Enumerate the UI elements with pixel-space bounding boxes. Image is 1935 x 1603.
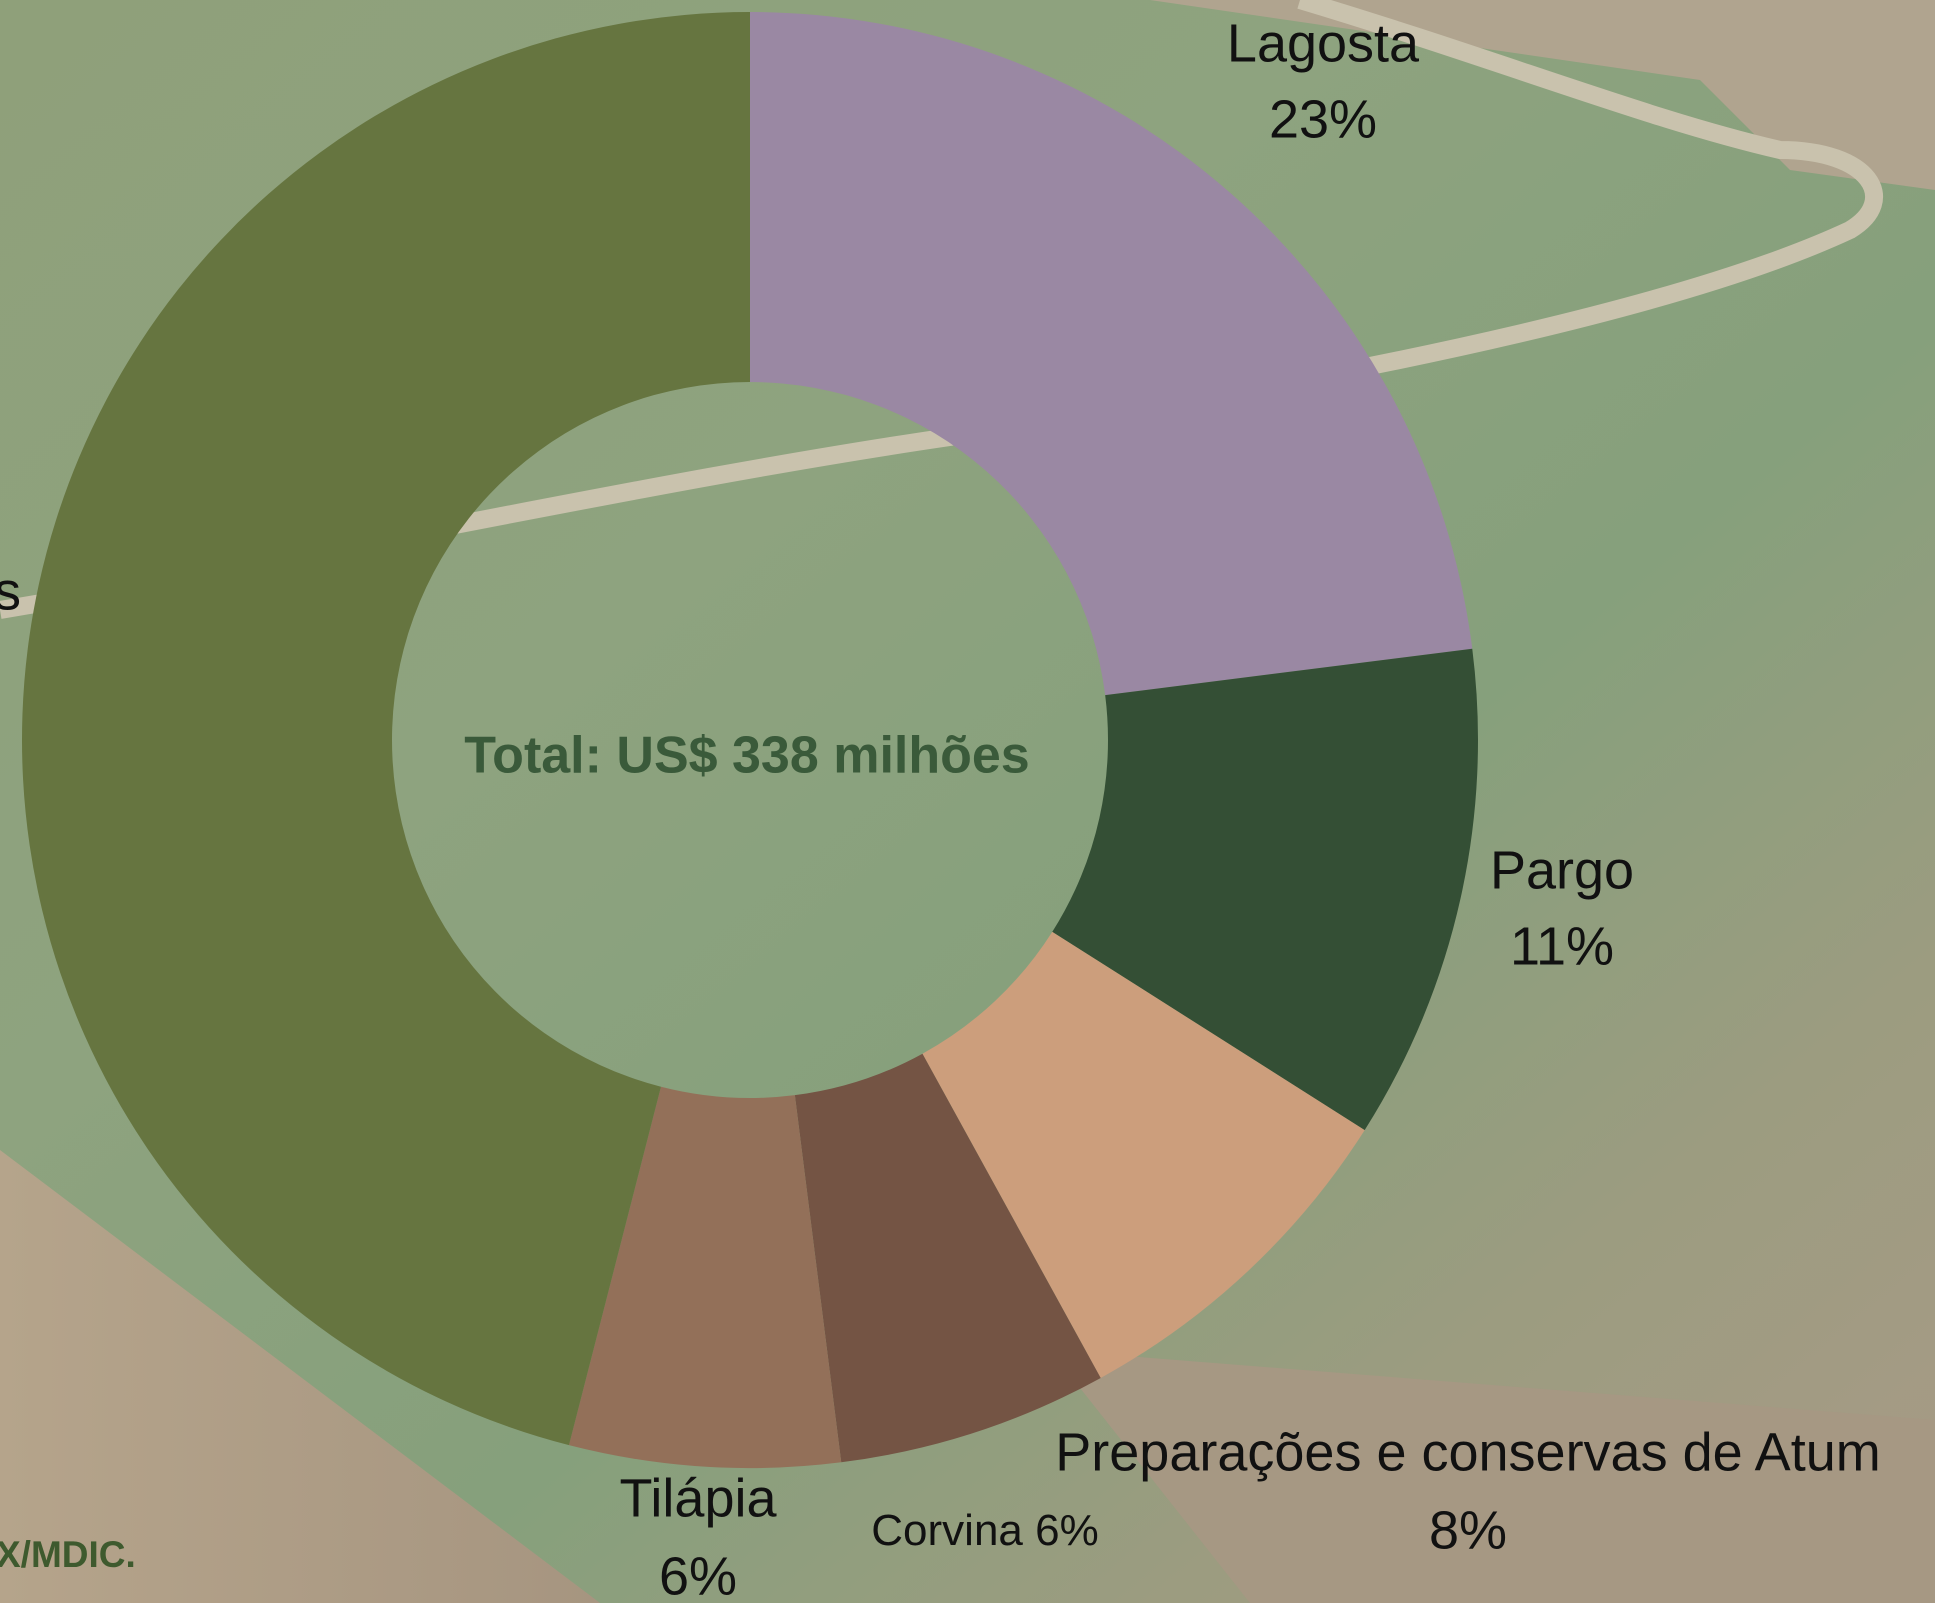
slice-name: Lagosta: [1227, 13, 1420, 73]
slice-name: Preparações e conservas de Atum: [1055, 1422, 1880, 1482]
slice-value-label: 6%: [659, 1546, 737, 1603]
donut-slice: [750, 12, 1473, 696]
slice-name: Corvina: [871, 1506, 1023, 1555]
slice-label: Corvina 6%: [871, 1506, 1098, 1555]
background-field: [1150, 0, 1935, 190]
donut-slice: [21, 12, 751, 1446]
donut-slice: [794, 1053, 1101, 1463]
donut-slice: [568, 1086, 842, 1468]
slice-value-label: 8%: [1429, 1500, 1507, 1560]
background-road: [0, 0, 1884, 619]
background-field: [1050, 1350, 1935, 1603]
slice-value-label: 23%: [1269, 89, 1377, 149]
donut-slice: [1052, 648, 1479, 1131]
donut-slice: [922, 931, 1365, 1378]
slice-gap: [1023, 1506, 1035, 1555]
background-field: [0, 1150, 600, 1603]
clipped-label: s: [0, 561, 21, 621]
slice-name: Tilápia: [619, 1468, 777, 1528]
slice-value-label: 6%: [1035, 1506, 1099, 1555]
source: X/MDIC.: [0, 1534, 136, 1575]
center-text: Total: US$ 338 milhões: [464, 727, 1029, 785]
slice-value-label: 11%: [1510, 916, 1614, 976]
slice-name: Pargo: [1490, 840, 1634, 900]
